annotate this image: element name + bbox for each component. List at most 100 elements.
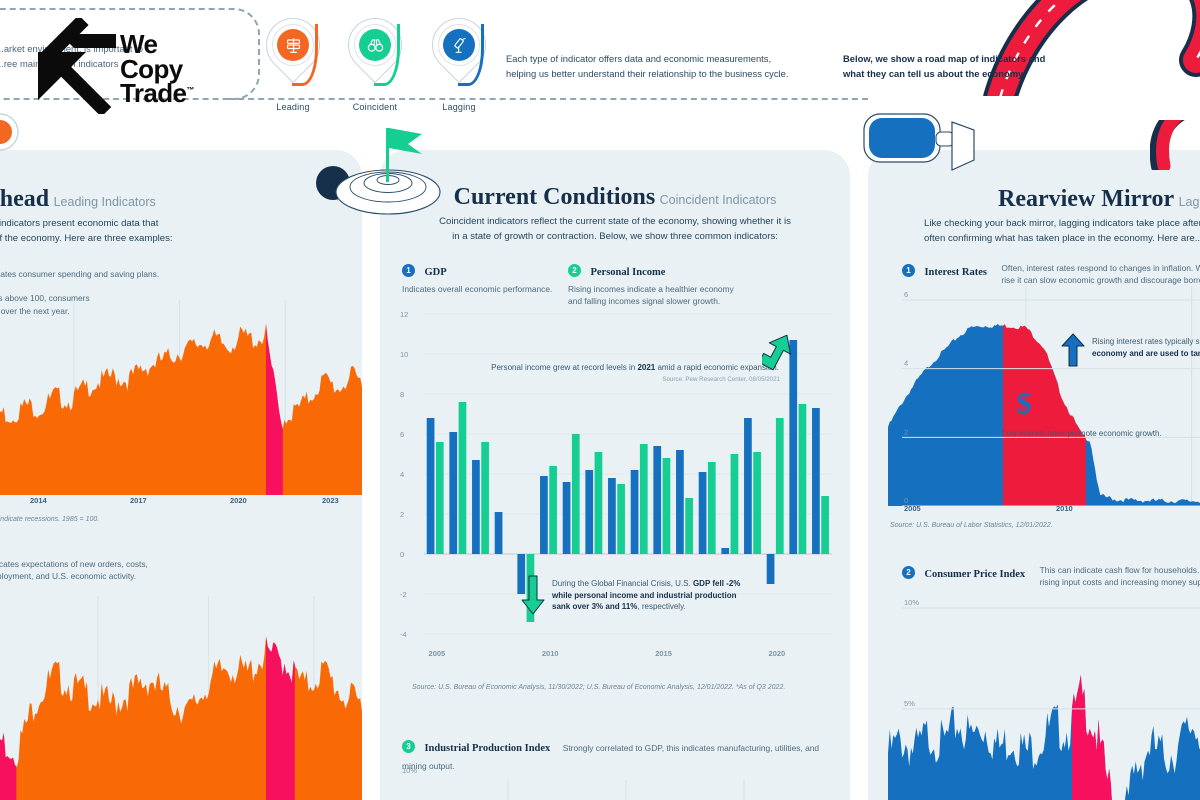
right-source-1: Source: U.S. Bureau of Labor Statistics,… [890, 522, 1053, 529]
right-indicator-1-label: Interest Rates [924, 267, 987, 278]
center-anno-top-source: Source: Pew Research Center, 08/05/2021 [662, 375, 780, 383]
page-title-right: Rearview Mirror [998, 186, 1175, 212]
center-anno-bottom-l3a: sank over 3% and 11% [552, 602, 638, 612]
pin-lagging-label: Lagging [442, 102, 476, 112]
rate-up-arrow-icon [1061, 333, 1085, 367]
trend-up-arrow-icon [762, 334, 791, 371]
bar-personal-income [730, 454, 739, 554]
chart-consumer-price-index: 0%5%10% [888, 598, 1200, 800]
bar-gdp [517, 554, 526, 594]
dollar-sign-icon: $ [1017, 387, 1032, 420]
bar-gdp [744, 418, 752, 554]
pin-leading-ring [272, 24, 314, 66]
bar-personal-income [571, 434, 580, 554]
dashed-route-left [0, 8, 260, 100]
panel-lagging-indicators: Rearview Mirror Lagging ... Like checkin… [868, 150, 1200, 800]
panel-coincident-indicators: Current Conditions Coincident Indicators… [380, 150, 850, 800]
axis-tick-label: 2014 [30, 496, 47, 505]
road-graphic [983, 0, 1200, 96]
bar-personal-income [435, 442, 444, 554]
center-ipi-ylabel: 10% [402, 766, 418, 775]
bar-personal-income [775, 418, 784, 554]
page-subtitle-left: Leading Indicators [53, 195, 156, 209]
telescope-icon [443, 29, 475, 61]
bar-gdp [653, 446, 662, 554]
pin-lagging[interactable]: Lagging [420, 6, 498, 112]
svg-text:2020: 2020 [769, 649, 786, 658]
svg-text:4: 4 [400, 470, 404, 479]
center-anno-bottom-l1a: During the Global Financial Crisis, U.S. [552, 579, 693, 588]
svg-text:5%: 5% [904, 699, 915, 708]
pin-leading[interactable]: Leading [254, 6, 332, 112]
pin-lagging-tail [458, 24, 484, 86]
bar-gdp [540, 476, 548, 554]
header-bar: Leading Coincident [0, 0, 1200, 120]
bar-gdp [472, 460, 480, 554]
watermark-line1: We [120, 29, 158, 59]
bar-personal-income [662, 458, 671, 554]
center-indicator-2-label: Personal Income [590, 267, 666, 278]
center-source: Source: U.S. Bureau of Economic Analysis… [412, 684, 786, 691]
center-indicator-3-desc: Strongly correlated to GDP, this indicat… [402, 743, 820, 771]
watermark-line3: Trade [120, 78, 187, 109]
dashed-route-line [228, 98, 868, 100]
center-anno-top-post: amid a rapid economic expansion. [655, 363, 779, 372]
center-anno-top-pre: Personal income grew at record levels in [491, 363, 638, 372]
center-indicator-2-desc: Rising incomes indicate a healthier econ… [568, 284, 734, 307]
bar-gdp [676, 450, 684, 554]
bar-personal-income [753, 452, 761, 554]
bar-personal-income [481, 442, 489, 554]
center-indicator-2: 2 Personal Income Rising incomes indicat… [568, 262, 768, 307]
pin-lagging-ring [438, 24, 480, 66]
right-indicator-2: 2 Consumer Price Index This can indicate… [902, 564, 1200, 588]
right-indicator-2-number: 2 [902, 566, 915, 580]
watermark-text: We Copy Trade™ [120, 29, 194, 109]
binoculars-icon [359, 29, 391, 61]
pin-leading-label: Leading [276, 102, 310, 112]
center-anno-top: Personal income grew at record levels in… [490, 362, 780, 383]
bar-personal-income [685, 498, 693, 554]
center-indicator-1: 1 GDP Indicates overall economic perform… [402, 262, 572, 295]
svg-text:0: 0 [904, 496, 908, 505]
bar-gdp [812, 408, 820, 554]
center-indicator-3: 3 Industrial Production Index Strongly c… [402, 738, 832, 774]
page-subtitle-center: Coincident Indicators [659, 193, 777, 207]
right-indicator-1: 1 Interest Rates Often, interest rates r… [902, 262, 1200, 286]
bar-gdp [789, 340, 798, 554]
axis-tick-label: 2005 [904, 504, 921, 513]
svg-text:2005: 2005 [429, 649, 446, 658]
right-anno-up-l2: economy and are used to tam... [1092, 348, 1200, 358]
bar-gdp [449, 432, 458, 554]
axis-tick-label: 2023 [322, 496, 339, 505]
center-anno-top-bold: 2021 [637, 363, 656, 372]
right-indicator-2-desc: This can indicate cash flow for househol… [1039, 565, 1200, 588]
right-title-row: Rearview Mirror Lagging ... [998, 186, 1200, 213]
pin-coincident-label: Coincident [352, 102, 398, 112]
center-indicator-2-number: 2 [568, 264, 581, 278]
chart-industrial-production [507, 780, 745, 800]
bar-personal-income [707, 462, 716, 554]
center-anno-bottom-l1b: GDP fell -2% [692, 579, 741, 588]
left-callout: When the index is above 100, consumers m… [0, 293, 90, 316]
left-indicator-1: ...fidence Index Indicates consumer spen… [0, 264, 159, 282]
center-indicator-3-number: 3 [402, 740, 415, 754]
bar-personal-income [617, 484, 625, 554]
svg-text:8: 8 [400, 390, 404, 399]
bar-gdp [698, 472, 707, 554]
right-indicator-1-desc: Often, interest rates respond to changes… [1001, 263, 1200, 286]
page-title-left: What’s Ahead [0, 186, 50, 212]
bar-personal-income [639, 444, 648, 554]
right-anno-up: Rising interest rates typically sig... e… [1092, 336, 1200, 359]
right-intro: Like checking your back mirror, lagging … [924, 218, 1200, 245]
chart-interest-rates: 0 2 4 6 [888, 286, 1200, 506]
pin-coincident[interactable]: Coincident [336, 6, 414, 112]
left-intro: ...n up ahead, leading indicators presen… [0, 218, 173, 245]
svg-text:0: 0 [400, 550, 404, 559]
bar-gdp [721, 548, 730, 554]
bar-gdp [494, 512, 503, 554]
watermark-tm: ™ [186, 85, 194, 95]
rearview-mirror-icon [863, 113, 975, 171]
wecopytrade-mark-icon [38, 18, 116, 114]
